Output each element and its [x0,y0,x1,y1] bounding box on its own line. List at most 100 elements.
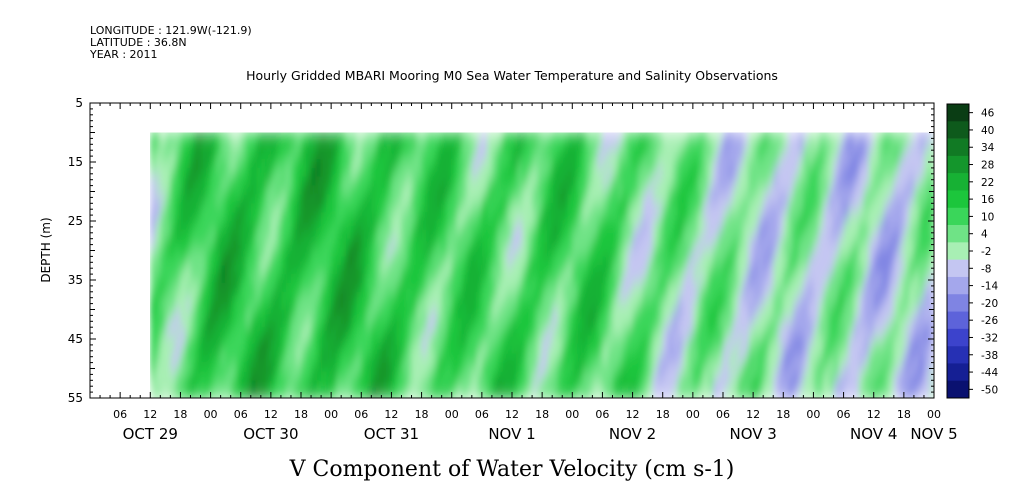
heatmap-cell [602,203,609,213]
heatmap-cell [803,291,810,302]
heatmap-cell [848,229,855,240]
heatmap-cell [366,247,372,257]
x-hour-label: 18 [415,408,429,421]
heatmap-cell [547,247,553,257]
heatmap-cell [155,380,161,390]
heatmap-cell [290,238,297,249]
heatmap-cell [280,159,287,169]
heatmap-cell [175,238,182,249]
heatmap-cell [798,238,804,249]
heatmap-cell [602,344,609,355]
heatmap-cell [873,362,880,373]
heatmap-cell [717,212,724,222]
heatmap-cell [391,318,398,328]
heatmap-cell [572,194,578,204]
heatmap-cell [587,336,593,346]
heatmap-cell [733,212,739,222]
heatmap-cell [858,344,865,355]
heatmap-cell [481,371,488,381]
heatmap-cell [180,291,187,302]
heatmap-cell [557,132,563,142]
heatmap-cell [908,274,915,284]
heatmap-cell [572,132,578,142]
heatmap-cell [542,132,548,142]
heatmap-cell [692,238,699,249]
heatmap-cell [506,318,513,328]
heatmap-cell [321,167,327,178]
heatmap-cell [883,150,890,160]
heatmap-cell [155,371,161,381]
heatmap-cell [768,318,774,328]
heatmap-cell [311,389,317,398]
heatmap-cell [381,185,388,196]
heatmap-cell [391,344,398,355]
heatmap-cell [652,336,659,346]
heatmap-cell [461,291,468,302]
heatmap-cell [481,256,488,266]
heatmap-cell [833,176,840,187]
heatmap-cell [793,327,799,337]
heatmap-cell [160,141,166,151]
heatmap-cell [687,291,694,302]
heatmap-cell [215,176,222,187]
heatmap-cell [512,203,518,213]
heatmap-cell [592,265,599,275]
heatmap-cell [687,141,694,151]
heatmap-cell [888,256,895,266]
heatmap-cell [441,265,448,275]
heatmap-cell [496,327,503,337]
heatmap-cell [783,371,789,381]
heatmap-cell [250,380,257,390]
heatmap-cell [155,256,161,266]
heatmap-cell [150,141,156,151]
heatmap-cell [552,185,558,196]
heatmap-cell [210,389,217,398]
heatmap-cell [461,327,468,337]
heatmap-cell [918,185,925,196]
heatmap-cell [913,176,920,187]
heatmap-cell [632,203,639,213]
heatmap-cell [180,344,187,355]
heatmap-cell [773,300,779,311]
heatmap-cell [441,185,448,196]
heatmap-cell [371,256,377,266]
heatmap-cell [642,380,649,390]
heatmap-cell [316,327,322,337]
heatmap-cell [481,274,488,284]
heatmap-cell [280,336,287,346]
heatmap-cell [155,238,161,249]
heatmap-cell [426,274,433,284]
heatmap-cell [582,309,588,319]
heatmap-cell [200,291,207,302]
heatmap-cell [441,256,448,266]
heatmap-cell [728,247,734,257]
heatmap-cell [175,362,182,373]
heatmap-cell [858,167,865,178]
heatmap-cell [642,274,649,284]
heatmap-cell [155,274,161,284]
heatmap-cell [853,309,860,319]
heatmap-cell [426,291,433,302]
heatmap-cell [572,362,578,373]
heatmap-cell [702,327,709,337]
heatmap-cell [883,141,890,151]
heatmap-cell [441,389,448,398]
heatmap-cell [642,203,649,213]
heatmap-cell [491,353,498,364]
heatmap-cell [250,371,257,381]
heatmap-cell [818,327,825,337]
heatmap-cell [617,265,624,275]
heatmap-cell [567,176,573,187]
heatmap-cell [351,318,357,328]
heatmap-cell [240,318,247,328]
heatmap-cell [285,353,292,364]
heatmap-cell [522,203,528,213]
heatmap-cell [280,380,287,390]
heatmap-cell [361,141,367,151]
heatmap-cell [396,229,403,240]
heatmap-cell [562,229,568,240]
heatmap-cell [652,229,659,240]
heatmap-cell [607,389,614,398]
heatmap-cell [622,362,629,373]
heatmap-cell [828,282,835,293]
